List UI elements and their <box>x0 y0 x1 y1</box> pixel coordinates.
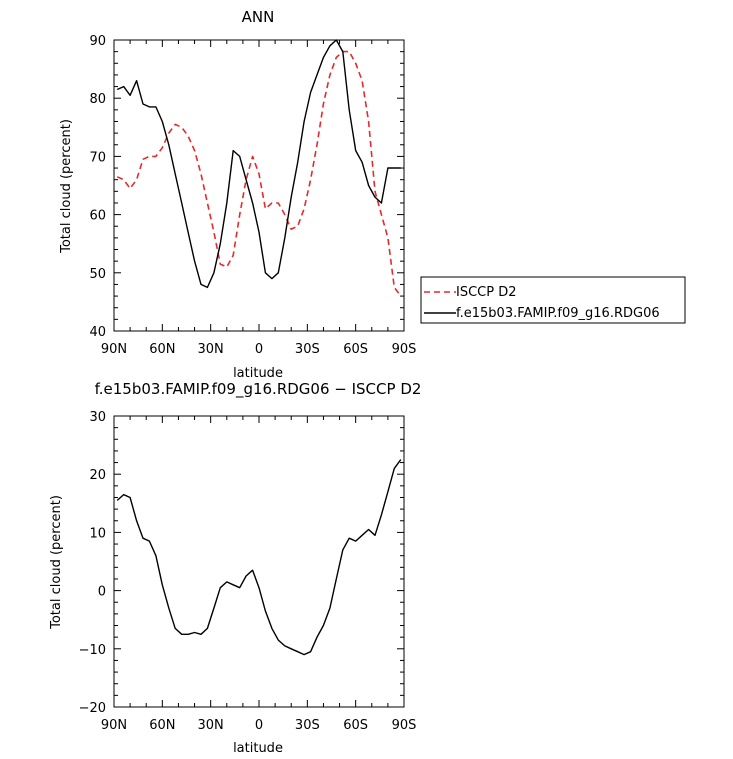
legend-label-model: f.e15b03.FAMIP.f09_g16.RDG06 <box>456 306 660 321</box>
bottom-y-tick-label: −20 <box>79 701 106 716</box>
bottom-chart-title: f.e15b03.FAMIP.f09_g16.RDG06 − ISCCP D2 <box>95 380 422 399</box>
bottom-x-tick-label: 60N <box>149 718 175 733</box>
top-y-tick-label: 80 <box>89 92 106 107</box>
top-x-tick-label: 60S <box>343 342 368 357</box>
bottom-y-tick-label: 10 <box>89 526 106 541</box>
bottom-x-tick-label: 30N <box>198 718 224 733</box>
bottom-x-axis-label: latitude <box>233 741 283 756</box>
legend-label-isccp: ISCCP D2 <box>456 285 517 300</box>
bottom-series-lines <box>116 459 402 656</box>
top-y-tick-label: 90 <box>89 34 106 49</box>
bottom-chart-panel: f.e15b03.FAMIP.f09_g16.RDG06 − ISCCP D2 … <box>49 380 421 756</box>
top-series-line-0 <box>116 50 402 297</box>
top-x-tick-label: 90S <box>392 342 417 357</box>
bottom-y-tick-label: 0 <box>98 585 106 600</box>
top-chart-panel: ANN 90N 60N 30N 0 30S 60S 90S 40 50 60 70 80 90 lati… <box>59 8 416 381</box>
legend: ISCCP D2 f.e15b03.FAMIP.f09_g16.RDG06 <box>420 276 686 324</box>
top-chart-title: ANN <box>242 8 275 26</box>
top-series-line-1 <box>116 39 401 289</box>
top-y-tick-label: 70 <box>89 150 106 165</box>
legend-box <box>420 276 686 324</box>
top-x-tick-label: 90N <box>101 342 127 357</box>
top-y-axis-label: Total cloud (percent) <box>59 119 74 254</box>
top-x-tick-label: 30S <box>295 342 320 357</box>
top-series-lines <box>116 39 402 297</box>
bottom-x-tick-label: 60S <box>343 718 368 733</box>
bottom-x-tick-label: 30S <box>295 718 320 733</box>
top-y-tick-label: 40 <box>89 325 106 340</box>
bottom-series-line-0 <box>116 459 402 656</box>
bottom-y-axis-label: Total cloud (percent) <box>49 495 64 630</box>
top-x-tick-label: 60N <box>149 342 175 357</box>
top-plot-frame <box>113 39 405 332</box>
top-y-tick-label: 60 <box>89 209 106 224</box>
top-x-axis-label: latitude <box>233 366 283 381</box>
bottom-x-tick-label: 0 <box>255 718 263 733</box>
bottom-x-tick-label: 90N <box>101 718 127 733</box>
bottom-y-tick-label: 30 <box>89 410 106 425</box>
top-y-tick-label: 50 <box>89 267 106 282</box>
top-axis-ticks: 90N 60N 30N 0 30S 60S 90S 40 50 60 70 80 90 <box>89 34 416 357</box>
bottom-axis-ticks: 90N 60N 30N 0 30S 60S 90S −20 −10 0 10 20 30 <box>79 410 417 733</box>
top-x-tick-label: 30N <box>198 342 224 357</box>
bottom-y-tick-label: −10 <box>79 643 106 658</box>
bottom-x-tick-label: 90S <box>392 718 417 733</box>
top-x-tick-label: 0 <box>255 342 263 357</box>
bottom-y-tick-label: 20 <box>89 468 106 483</box>
